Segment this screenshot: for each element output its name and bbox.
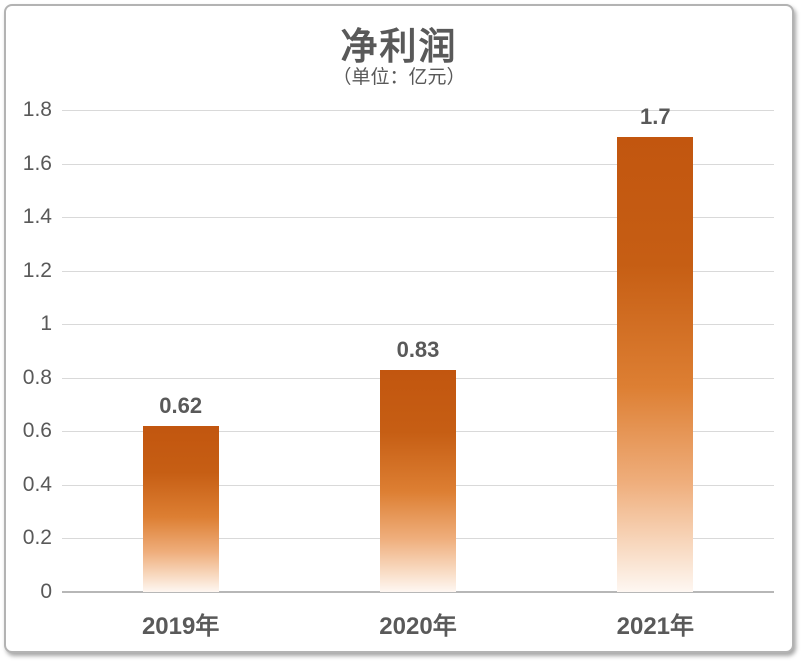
x-axis-category-label: 2021年 [616, 613, 695, 640]
y-axis-tick-label: 1.2 [22, 258, 52, 282]
gridline [62, 270, 774, 272]
y-axis-tick-label: 0.6 [22, 419, 52, 443]
gridline [62, 110, 774, 111]
y-axis-tick-label: 1.4 [22, 205, 52, 229]
gridline [62, 217, 774, 219]
y-axis-tick-label: 0.8 [22, 365, 52, 389]
plot-area: 0 0.2 0.4 0.6 0.8 1 1.2 1.4 1.6 1.8 0.62 2019年 0.83 2… [23, 98, 774, 640]
x-axis-category-label: 2020年 [379, 613, 457, 640]
y-axis-tick-label: 1 [40, 312, 52, 336]
y-axis-tick-label: 1.8 [22, 98, 52, 121]
chart-title: 净利润 [340, 26, 458, 67]
chart-card: 净利润 （单位：亿元） 0 0.2 0.4 0.6 0.8 1 1.2 1.4 1.6 1.8 0.… [4, 4, 794, 653]
bar [142, 425, 219, 592]
gridline [62, 324, 774, 326]
gridline [62, 163, 774, 165]
bar-value-label: 1.7 [640, 103, 671, 129]
bar-value-label: 0.62 [159, 392, 203, 418]
x-axis-line [62, 591, 774, 593]
x-axis-category-label: 2019年 [141, 613, 220, 640]
y-axis-tick-label: 0.4 [22, 472, 52, 496]
y-axis-tick-label: 0.2 [22, 526, 52, 550]
bar-value-label: 0.83 [396, 336, 440, 362]
chart-subtitle: （单位：亿元） [332, 67, 466, 88]
bar [380, 369, 456, 592]
y-axis-tick-label: 0 [40, 580, 52, 603]
bar [617, 136, 694, 592]
y-axis-tick-label: 1.6 [22, 151, 52, 175]
